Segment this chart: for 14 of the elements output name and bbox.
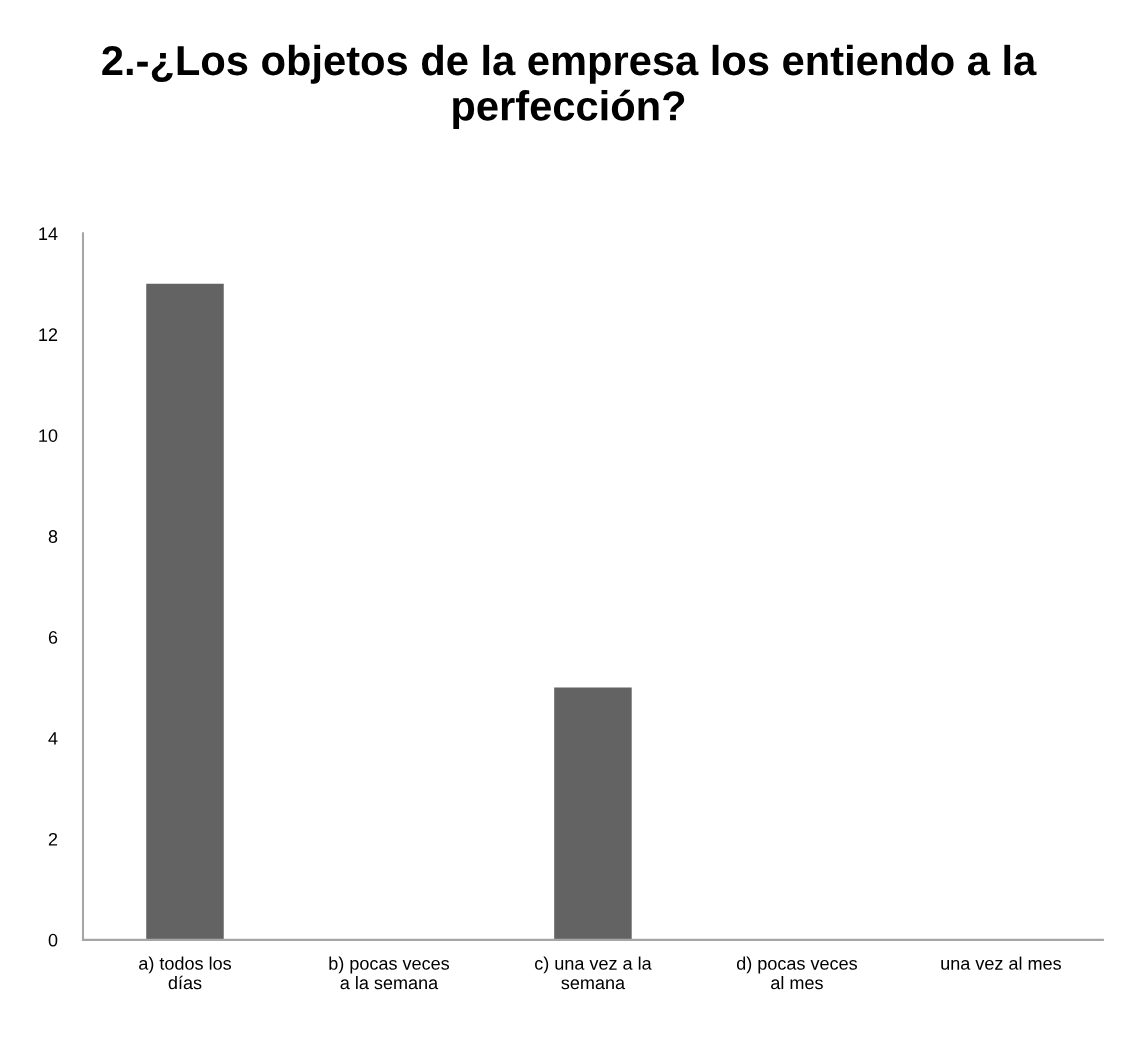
x-tick-label: una vez al mes [941, 956, 1061, 970]
y-tick-label: 12 [39, 328, 58, 341]
y-tick-label: 14 [39, 227, 58, 240]
x-tick-label: b) pocas veces a la semana [329, 956, 450, 990]
x-tick-label: d) pocas veces al mes [736, 956, 857, 990]
x-tick-label: a) todos los días [139, 956, 232, 990]
y-tick-label: 8 [48, 530, 58, 543]
x-tick-label: c) una vez a la semana [535, 956, 652, 990]
y-tick-label: 2 [48, 832, 58, 846]
y-tick-label: 4 [48, 732, 58, 745]
y-tick-label: 10 [39, 429, 58, 442]
y-tick-label: 6 [48, 631, 58, 644]
chart-title: 2.-¿Los objetos de la empresa los entiendo a la perfección? [102, 44, 1037, 129]
y-tick-label: 0 [48, 933, 58, 947]
